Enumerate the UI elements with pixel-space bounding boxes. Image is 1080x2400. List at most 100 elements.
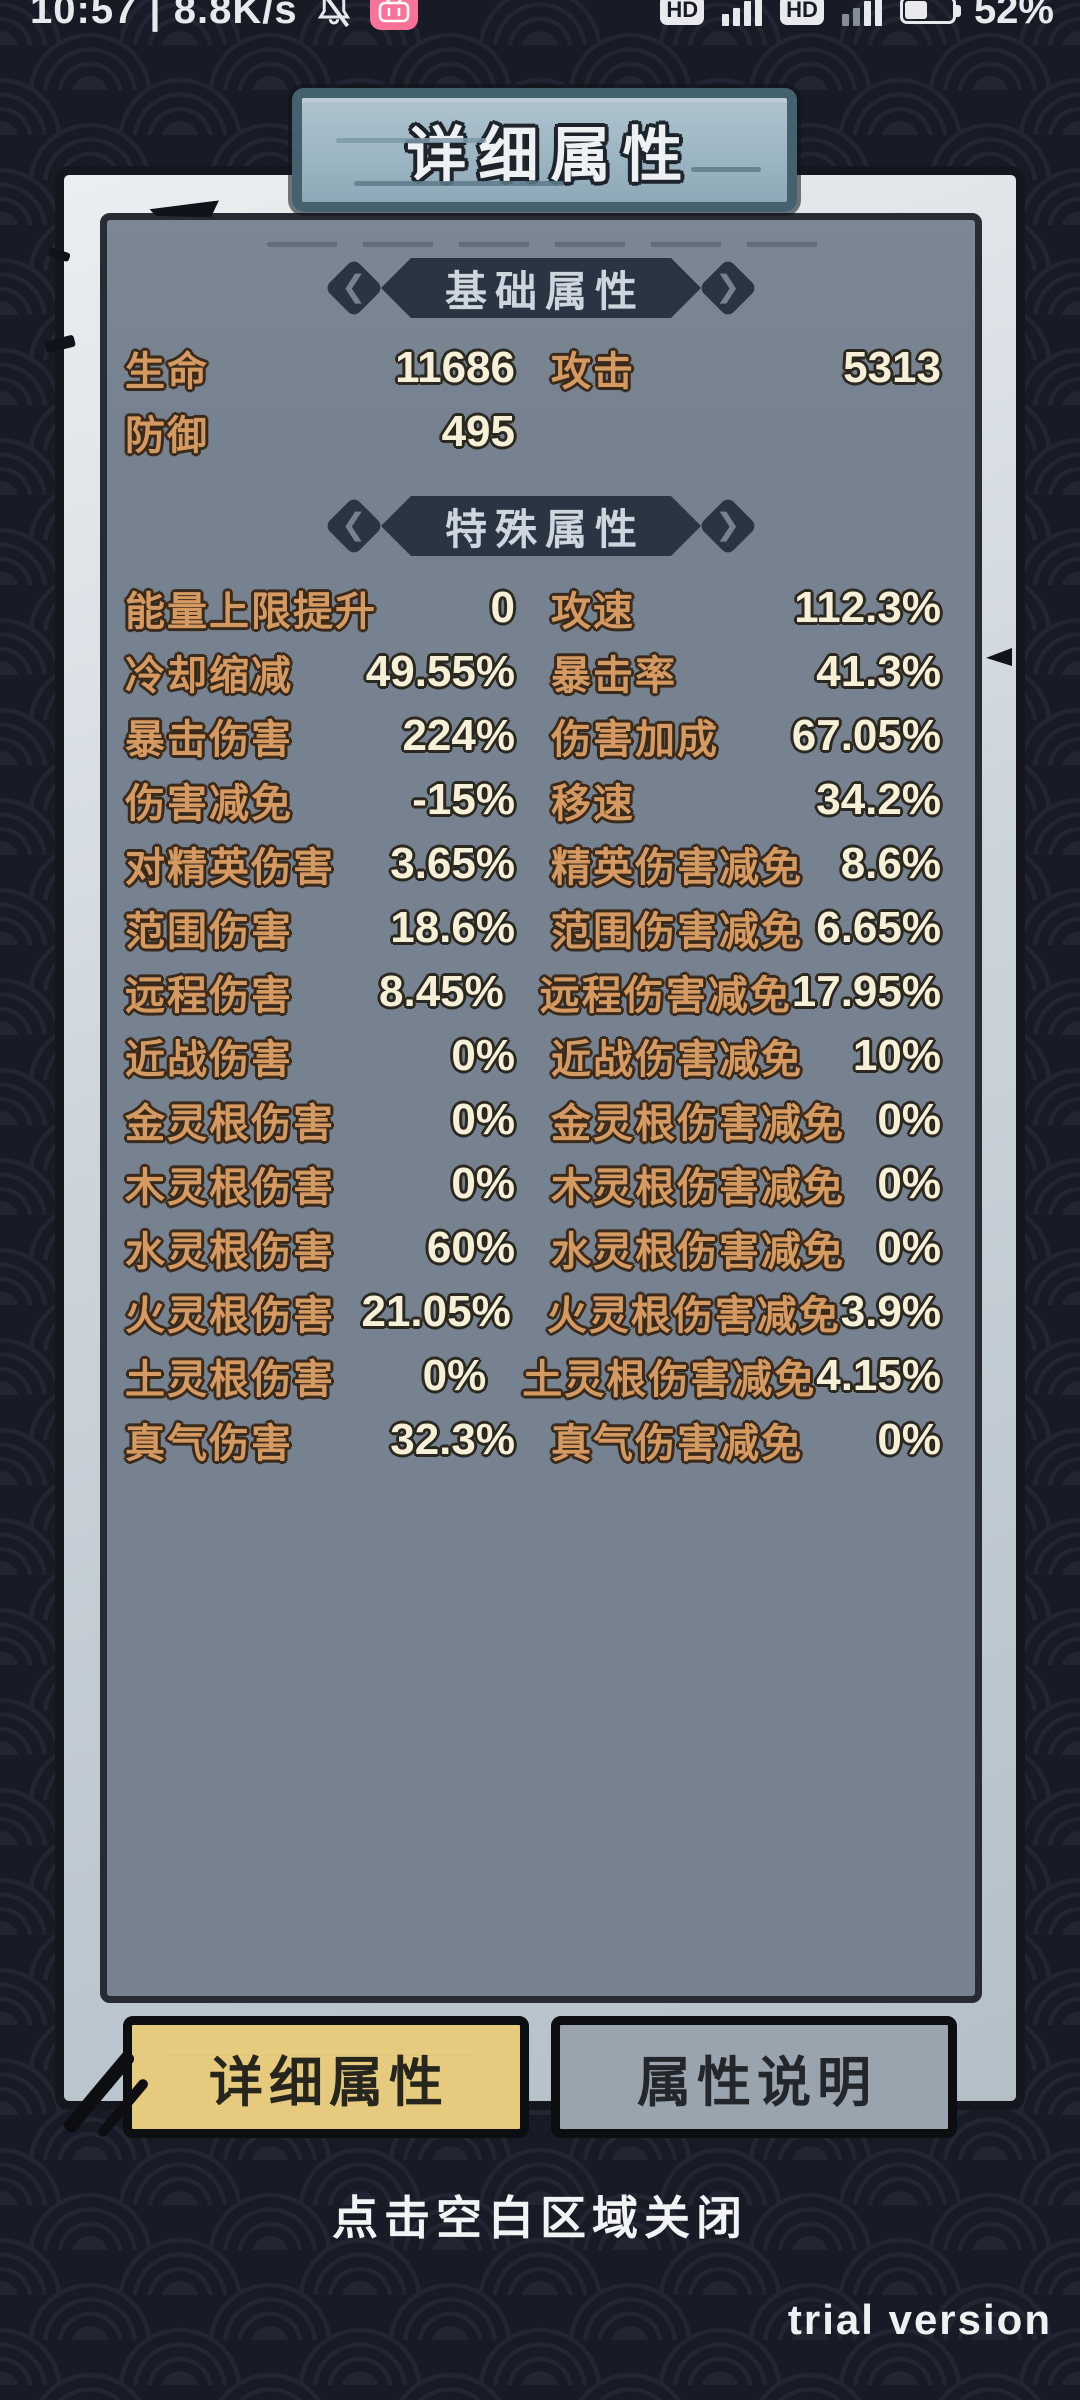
stat-value: 4.15% [816,1351,941,1400]
stat-cell: 攻击 5313 [551,339,941,397]
battery-icon [899,0,961,24]
stat-label: 防御 [125,414,209,458]
stat-cell: 金灵根伤害减免 0% [551,1091,941,1149]
stat-row: 近战伤害 0% 近战伤害减免 10% [107,1024,975,1088]
stat-cell: 真气伤害减免 0% [551,1411,941,1469]
stat-value: 41.3% [816,647,941,696]
stat-value: 60% [426,1223,515,1272]
stat-value: 0% [877,1159,941,1208]
stat-value: 18.6% [390,903,515,952]
stat-cell: 火灵根伤害 21.05% [125,1283,511,1341]
stat-label: 能量上限提升 [125,590,377,634]
stat-cell: 冷却缩减 49.55% [125,643,515,701]
stat-cell: 防御 495 [125,403,515,461]
battery-percent: 52% [973,0,1054,32]
chevron-right-icon: ❯ [715,270,741,304]
stat-label: 生命 [125,350,209,394]
stat-cell: 移速 34.2% [551,771,941,829]
basic-stats-list: 生命 11686 攻击 5313 防御 495 [107,336,975,464]
signal-bars-icon [841,0,882,26]
tab-label: 详细属性 [209,2052,449,2113]
stat-label: 真气伤害 [125,1422,293,1466]
dialog-title: 详细属性 [406,121,695,189]
stat-value: 0% [422,1351,487,1400]
stat-label: 近战伤害减免 [551,1038,803,1082]
stat-row: 伤害减免 -15% 移速 34.2% [107,768,975,832]
stat-cell-empty [551,432,941,433]
stat-cell: 金灵根伤害 0% [125,1091,515,1149]
stat-label: 攻击 [551,350,635,394]
tab-label: 属性说明 [637,2052,877,2113]
signal-bars-icon [722,0,763,26]
stat-cell: 对精英伤害 3.65% [125,835,515,893]
tab-detailed-attributes[interactable]: 详细属性 [123,2016,529,2138]
stat-label: 金灵根伤害 [125,1102,335,1146]
stat-cell: 伤害减免 -15% [125,771,515,829]
stat-value: -15% [412,775,515,824]
tab-attribute-description[interactable]: 属性说明 [551,2016,957,2138]
tab-bar: 详细属性 属性说明 [0,2016,1080,2138]
stat-label: 暴击伤害 [125,718,293,762]
diamond-ornament: ❯ [698,258,758,318]
stat-value: 8.45% [379,967,504,1016]
stat-row: 能量上限提升 0 攻速 112.3% [107,576,975,640]
chevron-right-icon: ❯ [715,508,741,542]
section-title-basic: 基础属性 [381,258,701,318]
dialog-title-banner: 详细属性 [292,88,797,212]
stat-cell: 真气伤害 32.3% [125,1411,515,1469]
stat-row: 暴击伤害 224% 伤害加成 67.05% [107,704,975,768]
stat-label: 攻速 [551,590,635,634]
chevron-left-icon: ❮ [341,508,367,542]
stat-cell: 土灵根伤害减免 4.15% [522,1347,941,1405]
stat-cell: 近战伤害 0% [125,1027,515,1085]
stat-label: 火灵根伤害减免 [546,1294,841,1338]
bilibili-app-icon [369,0,418,30]
stat-cell: 水灵根伤害减免 0% [551,1219,941,1277]
stat-value: 112.3% [794,583,941,632]
stat-cell: 木灵根伤害减免 0% [551,1155,941,1213]
stat-label: 火灵根伤害 [125,1294,335,1338]
stat-cell: 远程伤害 8.45% [125,963,504,1021]
section-header-special: ❮ 特殊属性 ❯ [107,496,975,556]
stat-value: 0% [451,1095,515,1144]
section-title-special: 特殊属性 [381,496,701,556]
stat-value: 67.05% [791,711,941,760]
stat-label: 范围伤害 [125,910,293,954]
stat-row: 火灵根伤害 21.05% 火灵根伤害减免 3.9% [107,1280,975,1344]
stat-label: 范围伤害减免 [551,910,803,954]
stat-label: 冷却缩减 [125,654,293,698]
stat-value: 6.65% [816,903,941,952]
chevron-left-icon: ❮ [341,270,367,304]
stat-cell: 水灵根伤害 60% [125,1219,515,1277]
stat-cell: 范围伤害减免 6.65% [551,899,941,957]
stat-row: 对精英伤害 3.65% 精英伤害减免 8.6% [107,832,975,896]
special-stats-list: 能量上限提升 0 攻速 112.3% 冷却缩减 49.55% 暴击率 41.3% 暴击伤… [107,576,975,1472]
stat-label: 伤害减免 [125,782,293,826]
hd-badge-icon: HD [780,0,824,25]
stat-value: 8.6% [840,839,941,888]
status-time-speed: 10:57 | 8.8K/s [30,0,298,32]
stat-row: 防御 495 [107,400,975,464]
stat-value: 3.65% [390,839,515,888]
stat-value: 0% [877,1095,941,1144]
stat-cell: 范围伤害 18.6% [125,899,515,957]
stat-row: 冷却缩减 49.55% 暴击率 41.3% [107,640,975,704]
stat-cell: 生命 11686 [125,339,515,397]
stat-value: 3.9% [840,1287,941,1336]
stat-label: 远程伤害减免 [539,974,792,1018]
stat-cell: 暴击率 41.3% [551,643,941,701]
stat-label: 土灵根伤害减免 [522,1358,817,1402]
stat-value: 224% [402,711,515,760]
stat-row: 真气伤害 32.3% 真气伤害减免 0% [107,1408,975,1472]
stat-cell: 暴击伤害 224% [125,707,515,765]
stat-cell: 木灵根伤害 0% [125,1155,515,1213]
attributes-panel-inner: ❮ 基础属性 ❯ 生命 11686 攻击 5313 防 [100,213,982,2003]
stat-label: 真气伤害减免 [551,1422,803,1466]
stat-label: 金灵根伤害减免 [551,1102,845,1146]
stat-value: 49.55% [365,647,515,696]
muted-bell-icon [316,0,352,34]
stat-row: 金灵根伤害 0% 金灵根伤害减免 0% [107,1088,975,1152]
stat-label: 土灵根伤害 [125,1358,335,1402]
stat-value: 34.2% [816,775,941,824]
